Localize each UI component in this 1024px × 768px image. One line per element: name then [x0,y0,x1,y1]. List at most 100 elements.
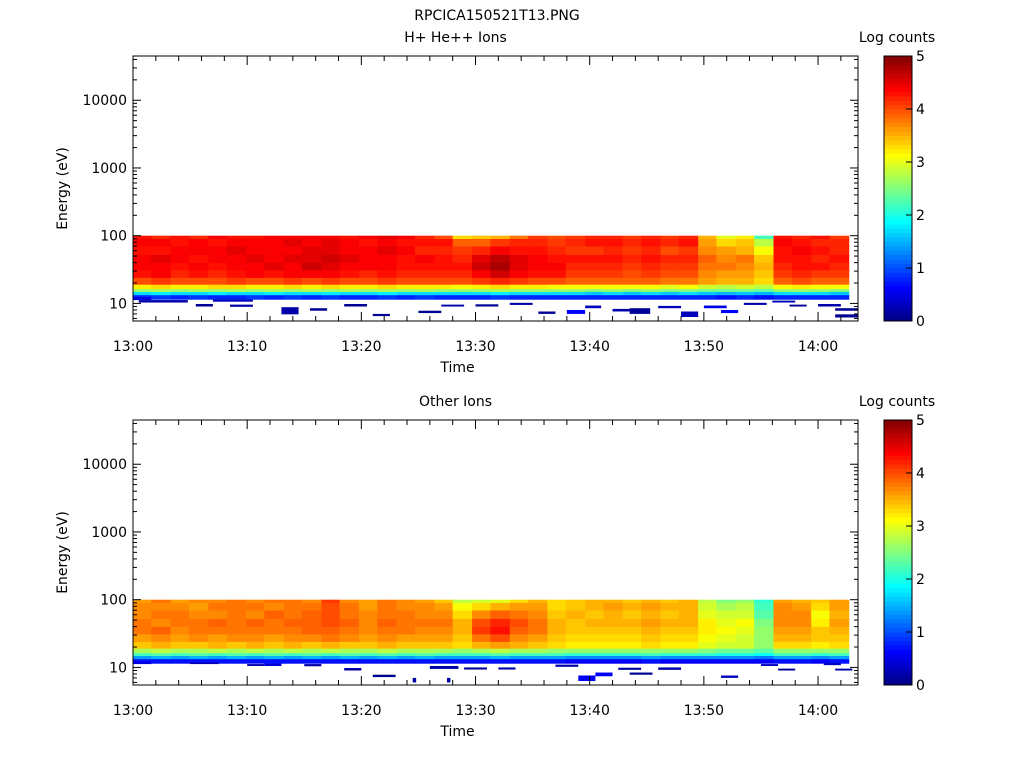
heatmap-cell [434,238,454,247]
low-energy-cell [566,309,586,314]
heatmap-cell [735,270,755,279]
colorbar-segment [884,73,912,79]
heatmap-cell [735,659,755,664]
heatmap-cell [415,634,435,643]
heatmap-cell [396,610,416,620]
heatmap-cell [415,270,435,279]
heatmap-cell [133,284,152,290]
low-energy-cell [789,304,807,307]
heatmap-cell [528,610,548,620]
heatmap-cell [188,656,209,660]
heatmap-cell [490,618,511,628]
heatmap-cell [208,599,228,604]
heatmap-cell [434,634,454,643]
low-energy-cell [304,664,322,667]
heatmap-cell [641,602,661,611]
colorbar-segment [884,530,912,536]
heatmap-cell [415,641,435,650]
heatmap-cell [264,602,285,611]
heatmap-cell [452,284,473,290]
heatmap-cell [283,618,303,628]
heatmap-cell [829,641,850,650]
low-energy-cell [658,667,682,670]
heatmap-cell [246,289,265,293]
heatmap-cell [246,262,265,271]
heatmap-cell [565,648,586,654]
heatmap-cell [188,653,209,657]
colorbar-segment [884,303,912,309]
low-energy-cell [418,310,442,314]
heatmap-cell [622,254,642,264]
low-energy-cell [760,664,779,666]
heatmap-cell [641,262,661,271]
colorbar-tick-label: 0 [916,678,925,694]
heatmap-cell [641,648,661,654]
colorbar-tick-label: 3 [916,519,925,535]
heatmap-cell [283,238,303,247]
heatmap-cell [472,277,491,286]
heatmap-cell [660,641,680,650]
heatmap-cell [565,277,586,286]
heatmap-cell [434,246,454,256]
heatmap-cell [170,292,190,296]
heatmap-cell [188,659,209,664]
heatmap-cell [509,659,529,664]
low-energy-cell [658,305,682,309]
heatmap-cell [339,254,360,264]
heatmap-cell [396,648,416,654]
heatmap-cell [811,284,830,290]
x-tick-label: 13:30 [455,703,495,719]
heatmap-cell [698,235,717,240]
heatmap-cell [188,270,209,279]
heatmap-cell [226,277,247,286]
heatmap-cell [188,235,209,240]
colorbar-segment [884,486,912,492]
low-energy-cell [772,300,796,303]
heatmap-cell [133,599,152,604]
heatmap-cell [472,284,491,290]
heatmap-cell [565,641,586,650]
heatmap-cell [264,659,285,664]
heatmap-cell [547,641,567,650]
heatmap-cell [811,246,830,256]
heatmap-cell [264,277,285,286]
heatmap-cell [452,246,473,256]
colorbar-segment [884,170,912,176]
heatmap-cell [698,599,717,604]
heatmap-cell [226,235,247,240]
colorbar-segment [884,153,912,159]
heatmap-cell [208,634,228,643]
heatmap-cell [509,284,529,290]
heatmap-cell [452,599,473,604]
heatmap-cell [396,618,416,628]
heatmap-cell [660,254,680,264]
heatmap-cell [829,602,850,611]
heatmap-cell [339,656,360,660]
heatmap-cell [829,599,850,604]
heatmap-cell [321,289,341,293]
heatmap-cell [226,295,247,300]
heatmap-cell [396,246,416,256]
low-energy-cell [344,668,362,671]
heatmap-cell [301,289,322,293]
heatmap-cell [547,656,567,660]
heatmap-cell [264,284,285,290]
heatmap-cell [246,653,265,657]
heatmap-cell [773,277,793,286]
heatmap-cell [678,626,699,635]
heatmap-cell [264,641,285,650]
low-energy-cell [212,299,253,302]
heatmap-cell [246,277,265,286]
heatmap-cell [528,262,548,271]
heatmap-cell [735,246,755,256]
heatmap-cell [246,634,265,643]
heatmap-cell [585,610,604,620]
heatmap-cell [735,626,755,635]
heatmap-cell [698,238,717,247]
low-energy-cell [133,661,152,665]
heatmap-cell [415,659,435,664]
colorbar-segment [884,428,912,434]
heatmap-cell [811,659,830,664]
heatmap-cell [565,610,586,620]
heatmap-cell [490,246,511,256]
